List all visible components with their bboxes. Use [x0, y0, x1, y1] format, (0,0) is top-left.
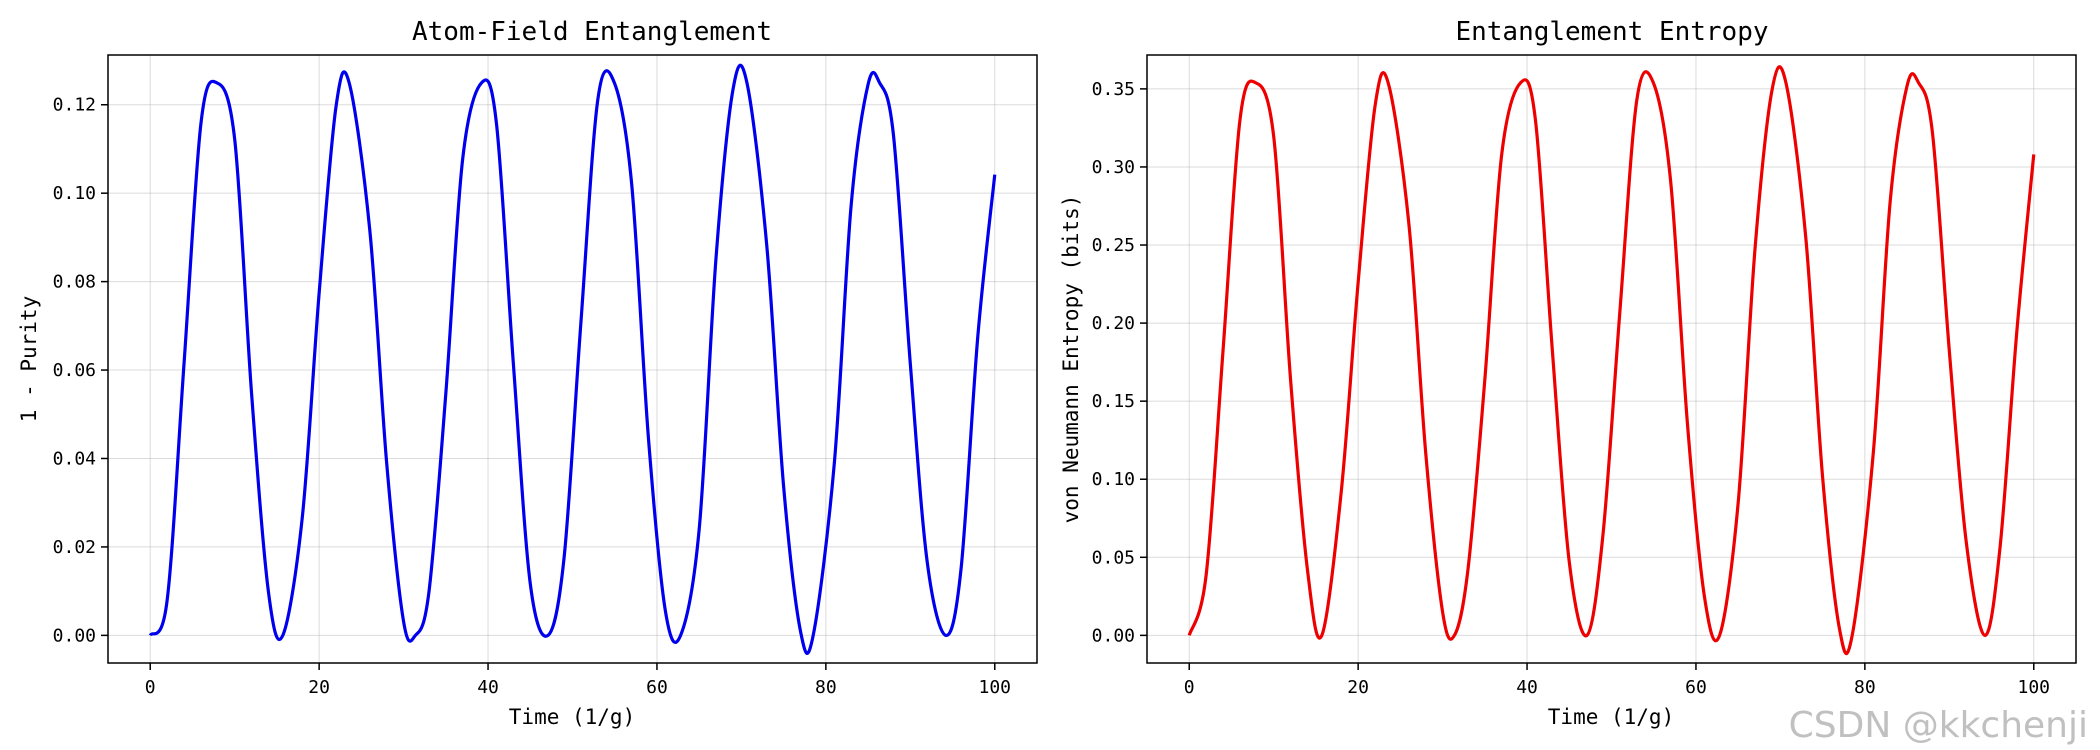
y-tick-label: 0.06 — [53, 360, 96, 381]
y-tick-label: 0.00 — [53, 625, 96, 646]
x-tick-label: 0 — [145, 677, 156, 698]
grid — [1147, 55, 2076, 663]
x-tick-label: 20 — [1347, 677, 1369, 698]
entanglement-purity-chart: Atom-Field Entanglement 0 20 40 60 80 100 0.00… — [17, 17, 1038, 729]
y-tick-label: 0.05 — [1092, 547, 1135, 568]
x-tick-label: 80 — [1854, 677, 1876, 698]
y-axis-label: von Neumann Entropy (bits) — [1059, 195, 1083, 524]
x-tick-label: 20 — [308, 677, 330, 698]
series-line — [148, 63, 997, 655]
x-tick-label: 60 — [1685, 677, 1707, 698]
x-axis-label: Time (1/g) — [1548, 705, 1674, 729]
x-axis-label: Time (1/g) — [509, 705, 635, 729]
x-tick-label: 60 — [646, 677, 668, 698]
ticks: 0 20 40 60 80 100 0.00 0.02 0.04 0.06 0.08 0.10 0.12 — [53, 95, 1011, 698]
series-layer — [1187, 65, 2036, 656]
y-tick-label: 0.02 — [53, 537, 96, 558]
x-tick-label: 100 — [2018, 677, 2051, 698]
y-tick-label: 0.12 — [53, 95, 96, 116]
x-tick-label: 40 — [477, 677, 499, 698]
x-tick-label: 100 — [979, 677, 1012, 698]
chart-title: Atom-Field Entanglement — [412, 17, 772, 47]
x-tick-label: 0 — [1184, 677, 1195, 698]
ticks: 0 20 40 60 80 100 0.00 0.05 0.10 0.15 0.20 0.25 0.30… — [1092, 79, 2050, 698]
watermark-text: CSDN @kkchenji — [1788, 705, 2088, 746]
y-tick-label: 0.30 — [1092, 157, 1135, 178]
y-tick-label: 0.35 — [1092, 79, 1135, 100]
chart-title: Entanglement Entropy — [1455, 17, 1768, 47]
y-tick-label: 0.25 — [1092, 235, 1135, 256]
y-axis-label: 1 - Purity — [17, 296, 41, 422]
y-tick-label: 0.10 — [53, 183, 96, 204]
y-tick-label: 0.15 — [1092, 391, 1135, 412]
y-tick-label: 0.04 — [53, 448, 96, 469]
y-tick-label: 0.20 — [1092, 313, 1135, 334]
grid — [108, 55, 1037, 663]
y-tick-label: 0.00 — [1092, 625, 1135, 646]
y-tick-label: 0.10 — [1092, 469, 1135, 490]
x-tick-label: 40 — [1516, 677, 1538, 698]
series-line — [1187, 65, 2036, 656]
plot-frame — [1146, 54, 2077, 664]
plot-frame — [107, 54, 1038, 664]
entanglement-entropy-chart: Entanglement Entropy 0 20 40 60 80 100 0.00 0.0… — [1059, 17, 2077, 729]
y-tick-label: 0.08 — [53, 272, 96, 293]
series-layer — [148, 63, 997, 655]
x-tick-label: 80 — [815, 677, 837, 698]
